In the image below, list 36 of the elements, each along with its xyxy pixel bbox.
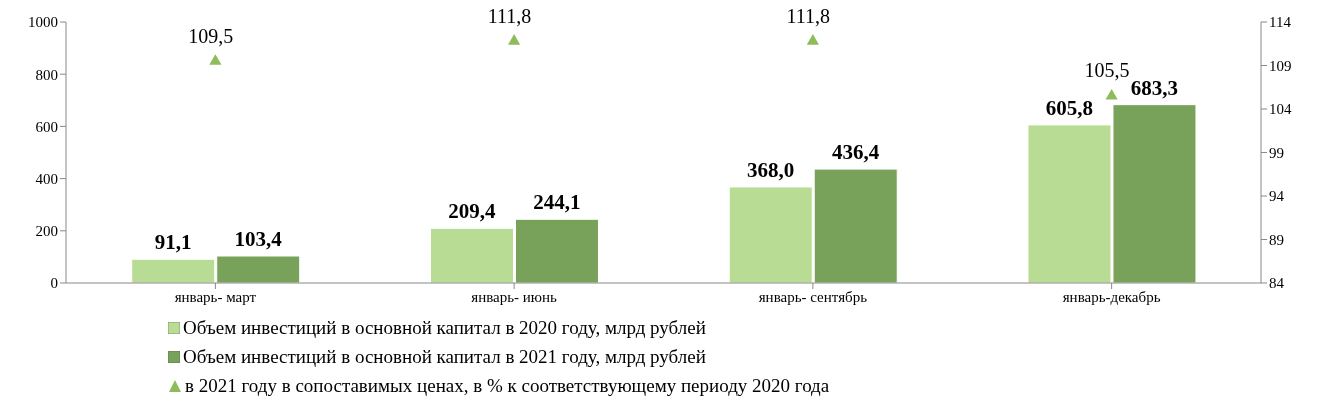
x-tick-label: январь-декабрь	[1062, 288, 1161, 305]
legend-label: Объем инвестиций в основной капитал в 2020 году, млрд рублей	[183, 316, 706, 340]
data-label: 209,4	[448, 199, 497, 224]
y2-tick-label: 89	[1269, 231, 1284, 248]
x-tick-label: январь- март	[174, 288, 257, 305]
point	[508, 34, 521, 45]
data-label: 368,0	[747, 157, 795, 182]
x-tick-label: январь- сентябрь	[758, 288, 868, 305]
y-tick-label: 1000	[28, 14, 58, 31]
y2-tick-label: 114	[1269, 14, 1292, 31]
data-label: 605,8	[1045, 95, 1094, 120]
y2-tick-label: 99	[1269, 144, 1284, 161]
y-tick-label: 600	[35, 118, 58, 135]
y-tick-label: 200	[35, 223, 58, 240]
legend-label: в 2021 году в сопоставимых ценах, в % к соответствующему периоду 2020 года	[185, 374, 830, 398]
data-label: 244,1	[533, 190, 581, 215]
legend-label: Объем инвестиций в основной капитал в 2021 году, млрд рублей	[183, 345, 706, 369]
point	[806, 34, 819, 45]
data-label: 111,8	[487, 4, 532, 27]
data-label: 683,3	[1130, 75, 1179, 100]
y2-tick-label: 94	[1269, 188, 1285, 205]
data-label: 105,5	[1084, 59, 1130, 82]
data-label: 111,8	[786, 4, 831, 27]
data-label: 91,1	[154, 230, 192, 255]
data-label: 436,4	[832, 140, 880, 165]
point	[209, 54, 222, 65]
y2-tick-label: 84	[1269, 275, 1285, 292]
data-label: 103,4	[234, 227, 283, 252]
data-label: 109,5	[188, 24, 234, 47]
point	[1105, 88, 1118, 100]
y-tick-label: 0	[50, 275, 58, 292]
y-tick-label: 400	[35, 170, 58, 187]
y-tick-label: 800	[35, 66, 58, 83]
x-tick-label: январь- июнь	[471, 288, 558, 305]
y2-tick-label: 109	[1269, 57, 1292, 74]
y2-tick-label: 104	[1269, 101, 1292, 118]
